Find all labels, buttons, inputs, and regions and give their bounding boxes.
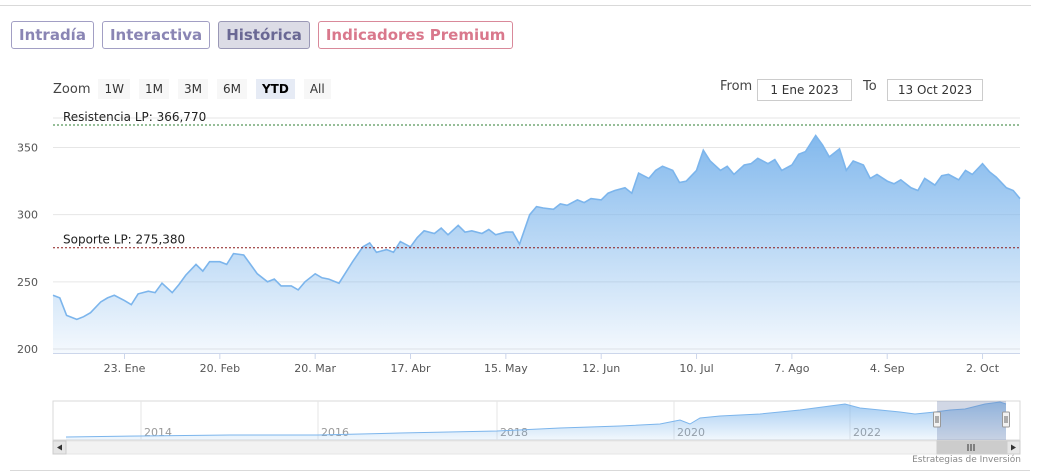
- x-tick-label: 4. Sep: [870, 362, 905, 375]
- navigator-right-handle[interactable]: [1002, 411, 1010, 428]
- price-area: [53, 135, 1020, 353]
- to-date-input[interactable]: 13 Oct 2023: [887, 79, 983, 101]
- chart-credit: Estrategias de Inversión: [912, 455, 1021, 465]
- chart-tabs: Intradía Interactiva Histórica Indicador…: [11, 21, 514, 49]
- zoom-1w-button[interactable]: 1W: [98, 79, 130, 99]
- y-tick-label: 200: [17, 343, 38, 356]
- y-tick-label: 300: [17, 209, 38, 222]
- y-tick-label: 250: [17, 276, 38, 289]
- x-tick-label: 20. Feb: [200, 362, 240, 375]
- x-tick-label: 12. Jun: [582, 362, 620, 375]
- tab-indicadores-premium[interactable]: Indicadores Premium: [317, 21, 514, 49]
- from-label: From: [720, 79, 753, 94]
- x-tick-label: 23. Ene: [104, 362, 146, 375]
- tab-historica[interactable]: Histórica: [218, 21, 310, 49]
- to-label: To: [863, 79, 877, 94]
- x-tick-label: 10. Jul: [679, 362, 713, 375]
- tab-interactiva[interactable]: Interactiva: [101, 21, 211, 49]
- resistance-label: Resistencia LP: 366,770: [63, 110, 206, 124]
- y-tick-label: 350: [17, 142, 38, 155]
- tab-intradia[interactable]: Intradía: [11, 21, 94, 49]
- x-tick-label: 2. Oct: [966, 362, 1000, 375]
- zoom-label: Zoom: [53, 81, 91, 97]
- navigator-selection[interactable]: [937, 401, 1006, 440]
- zoom-all-button[interactable]: All: [303, 79, 331, 99]
- scrollbar-track[interactable]: [52, 440, 1021, 455]
- x-tick-label: 7. Ago: [774, 362, 809, 375]
- zoom-6m-button[interactable]: 6M: [216, 79, 247, 99]
- chevron-right-icon: [1011, 444, 1016, 451]
- chevron-left-icon: [57, 444, 62, 451]
- x-tick-label: 17. Abr: [391, 362, 431, 375]
- bottom-divider: [10, 470, 1030, 471]
- x-tick-label: 15. May: [484, 362, 528, 375]
- zoom-selector: Zoom 1W 1M 3M 6M YTD All: [53, 79, 340, 99]
- zoom-ytd-button[interactable]: YTD: [255, 79, 295, 99]
- navigator-area: [66, 402, 1006, 440]
- zoom-1m-button[interactable]: 1M: [138, 79, 169, 99]
- from-date-input[interactable]: 1 Ene 2023: [757, 79, 852, 101]
- support-label: Soporte LP: 275,380: [63, 233, 185, 247]
- zoom-3m-button[interactable]: 3M: [177, 79, 208, 99]
- top-divider: [0, 5, 1031, 6]
- navigator-line: [65, 401, 1007, 438]
- navigator-left-handle[interactable]: [933, 411, 941, 428]
- price-line: [52, 134, 1021, 321]
- x-tick-label: 20. Mar: [294, 362, 336, 375]
